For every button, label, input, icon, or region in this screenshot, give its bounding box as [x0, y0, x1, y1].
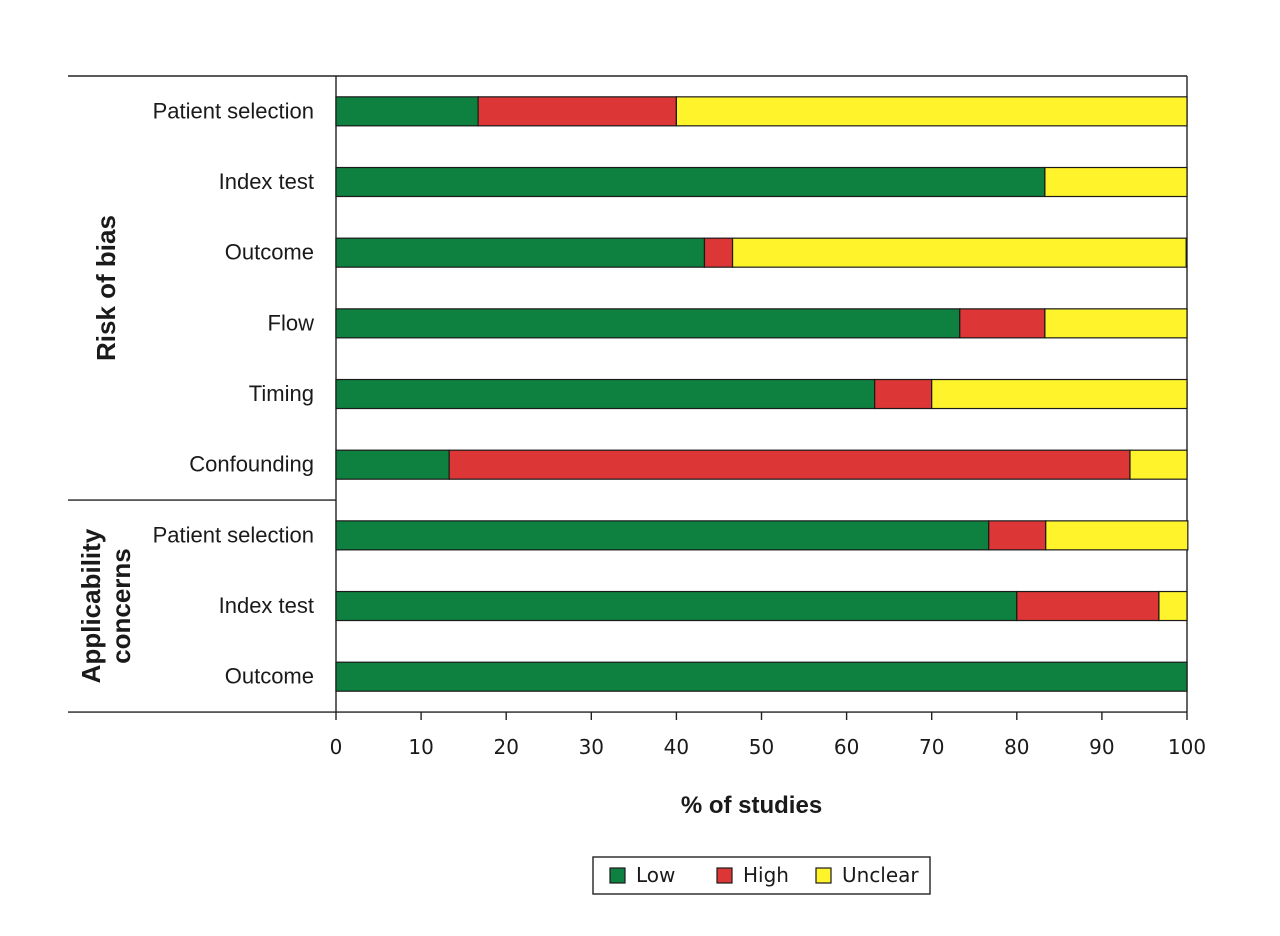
bar-segment-unclear	[1129, 449, 1188, 480]
legend: Low High Unclear	[592, 856, 931, 895]
category-label: Patient selection	[153, 98, 314, 123]
legend-swatch-low	[609, 867, 626, 884]
bar-segment-low	[335, 166, 1046, 198]
bar-segment-unclear	[1044, 308, 1188, 339]
group-label: Risk of bias	[91, 215, 121, 361]
bar-segment-high	[477, 96, 678, 127]
legend-label-low: Low	[636, 863, 675, 887]
category-label: Flow	[268, 310, 315, 335]
category-labels: Patient selection Index test Outcome Flow Ti…	[153, 98, 315, 688]
group-label: concerns	[106, 548, 136, 664]
x-tick-label: 50	[749, 735, 774, 759]
group-labels: Risk of bias Applicability concerns	[76, 215, 136, 683]
x-tick-label: 20	[493, 735, 518, 759]
bars	[335, 96, 1189, 692]
x-tick-label: 40	[664, 735, 689, 759]
bar-segment-low	[335, 449, 450, 480]
bar-segment-high	[1016, 590, 1160, 622]
x-axis: % of studies 0 10 20 30 40 50 60 70 80 90 100	[330, 712, 1206, 819]
legend-label-high: High	[743, 863, 789, 887]
bar-segment-low	[335, 661, 1188, 692]
bar-segment-low	[335, 520, 990, 551]
bar-segment-low	[335, 308, 961, 339]
x-tick-label: 100	[1168, 735, 1206, 759]
x-tick-label: 30	[579, 735, 604, 759]
bar-segment-unclear	[675, 96, 1188, 127]
category-label: Outcome	[225, 240, 314, 265]
legend-box	[592, 856, 931, 895]
x-tick-label: 80	[1004, 735, 1029, 759]
bar-segment-high	[703, 237, 734, 268]
category-label: Timing	[249, 381, 314, 406]
bar-segment-high	[874, 378, 933, 410]
x-tick-label: 10	[408, 735, 433, 759]
bar-segment-unclear	[1158, 590, 1188, 622]
category-label: Patient selection	[153, 522, 314, 547]
bar-segment-low	[335, 590, 1018, 622]
bar-segment-unclear	[1044, 166, 1188, 198]
bar-segment-unclear	[731, 237, 1187, 268]
bar-segment-high	[988, 520, 1047, 551]
x-tick-label: 70	[919, 735, 944, 759]
legend-swatch-high	[716, 867, 733, 884]
category-label: Index test	[219, 169, 314, 194]
legend-swatch-unclear	[815, 867, 832, 884]
bar-segment-unclear	[931, 378, 1188, 410]
legend-label-unclear: Unclear	[842, 863, 919, 887]
category-label: Outcome	[225, 664, 314, 689]
x-tick-label: 60	[834, 735, 859, 759]
x-tick-label: 90	[1089, 735, 1114, 759]
x-tick-label: 0	[330, 735, 343, 759]
bar-segment-low	[335, 378, 876, 410]
bar-segment-high	[448, 449, 1131, 480]
group-label: Applicability	[76, 528, 106, 683]
bar-segment-high	[959, 308, 1046, 339]
category-label: Index test	[219, 593, 314, 618]
bar-segment-unclear	[1045, 520, 1189, 551]
x-axis-title: % of studies	[681, 792, 822, 819]
category-label: Confounding	[189, 452, 314, 477]
bar-segment-low	[335, 237, 706, 268]
bar-segment-low	[335, 96, 479, 127]
